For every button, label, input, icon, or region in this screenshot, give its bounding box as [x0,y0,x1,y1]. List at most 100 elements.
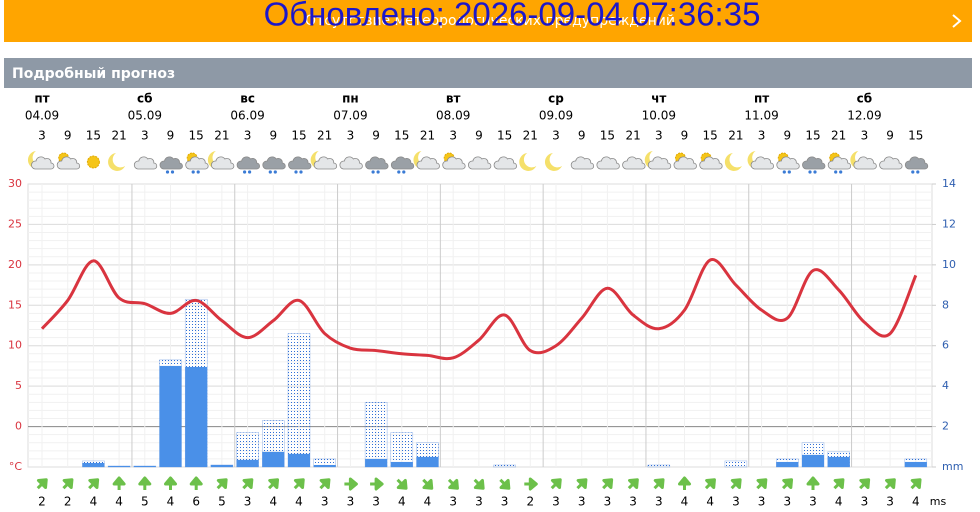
wind-arrow [396,478,408,490]
icon-moon [108,153,126,171]
y-tick-label: 0 [15,420,22,433]
icon-cloud [622,156,646,170]
precip-bar [365,458,388,467]
hour: 9 [372,129,380,143]
wind-arrow [242,478,254,490]
hour: 9 [681,129,689,143]
precip-max-bar [647,464,671,468]
wind-arrow [653,478,665,490]
banner-arrow[interactable] [952,14,962,28]
icon-rain [294,170,298,174]
hour: 15 [703,129,718,143]
icon-cloud [879,156,903,170]
hour: 3 [244,129,252,143]
y-tick-label: °C [9,460,23,473]
icon-cloud [159,156,183,170]
hour: 3 [347,129,355,143]
hour: 15 [291,129,306,143]
icon-cloud [853,156,877,170]
hour: 3 [38,129,46,143]
icon-rain [376,170,380,174]
banner-overlay: Обновлено: 2026-09-04 07:36:35 [264,0,761,33]
wind-speed: 4 [90,495,98,509]
y-tick-label: 30 [8,177,22,190]
wind-speed: 4 [398,495,406,509]
precip-max-bar [724,460,748,468]
wind-speed: 2 [38,495,46,509]
wind-arrow [422,478,434,490]
icon-cloud [493,156,517,170]
y2-tick-label: mm [942,460,963,473]
wind-unit: ms [930,495,947,508]
y2-tick-label: 14 [942,177,956,190]
icon-rain [808,170,812,174]
y-tick-label: 20 [8,258,22,271]
wind-speed: 3 [321,495,329,509]
precip-bar [802,454,824,467]
wind-speed: 4 [835,495,843,509]
weekday: сб [137,92,153,106]
banner[interactable] [4,0,972,42]
icon-rain [170,170,175,174]
precip-bar [210,464,233,467]
icon-cloud [262,156,286,170]
wind-speed: 4 [295,495,303,509]
date: 06.09 [230,109,264,123]
icon-cloud [802,156,826,170]
icon-sun [86,155,100,169]
wind-arrow [216,478,228,490]
precip-bar [416,456,439,467]
icon-cloud [750,156,774,170]
hour: 3 [861,129,869,143]
icon-rain [782,170,786,174]
weekday: вт [446,92,461,106]
wind-speed: 4 [269,495,277,509]
hour: 21 [831,129,846,143]
icon-rain [839,170,843,174]
hour: 9 [578,129,586,143]
icon-moon [544,153,562,171]
temperature-line [40,258,918,361]
wind-arrow [189,476,203,490]
precip-max-bar [287,333,311,468]
wind-speed: 3 [809,495,817,509]
weekday: чт [651,92,666,106]
wind-arrow [447,478,459,490]
wind-speed: 3 [244,495,252,509]
wind-arrow [627,478,639,490]
wind-arrow [36,478,48,490]
icon-rain [834,170,838,174]
date: 04.09 [25,109,59,123]
weekday: пт [754,92,769,106]
icon-cloud [31,156,55,170]
weekday: вс [240,92,255,106]
precip-bar [82,462,105,467]
wind-speed: 3 [372,495,380,509]
icon-cloud [288,156,312,170]
icon-rain [299,170,303,174]
icon-rain [248,170,252,174]
hour: 21 [111,129,126,143]
wind-arrow [756,478,768,490]
icon-cloud [673,156,697,170]
date: 07.09 [333,109,367,123]
precip-bar [288,453,310,467]
icon-cloud [236,156,260,170]
wind-speed: 3 [886,495,894,509]
icon-cloud [211,156,235,170]
wind-arrow [602,478,614,490]
date: 11.09 [744,109,778,123]
wind-arrow [112,476,126,490]
precip-max-bar [390,432,414,468]
icon-rain [273,170,277,174]
wind-arrow [576,478,588,490]
icon-cloud [468,156,492,170]
wind-arrow [319,478,331,490]
hour: 21 [214,129,229,143]
wind-speed: 3 [758,495,766,509]
y-tick-label: 15 [8,298,22,311]
precip-bar [904,461,927,467]
hour: 21 [317,129,332,143]
precip-max-bar [493,464,516,468]
